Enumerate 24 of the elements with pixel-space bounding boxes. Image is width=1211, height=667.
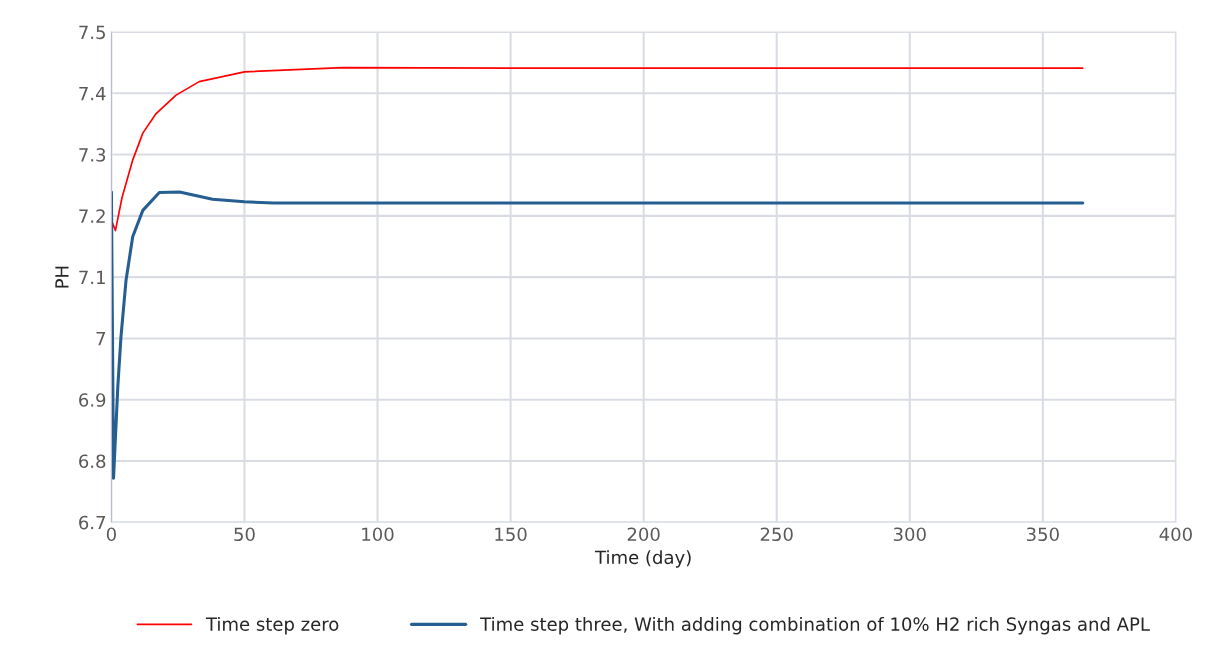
x-tick-label: 350 [1026,527,1059,542]
y-axis-title: PH [55,266,69,288]
x-tick-label: 200 [627,527,660,542]
x-tick-label: 250 [760,527,793,542]
x-tick-label: 100 [362,527,394,542]
y-tick-label: 6.7 [79,515,106,530]
y-tick-label: 7.5 [79,25,105,40]
x-tick-label: 400 [1159,527,1192,542]
y-tick-label: 7.3 [79,148,106,162]
x-tick-label: 150 [495,527,527,542]
y-tick-label: 7.4 [79,86,106,101]
x-tick-label: 0 [106,527,116,542]
x-tick-label: 300 [893,527,926,542]
y-tick-label: 6.8 [79,454,106,469]
x-axis-title: Time (day) [594,550,691,568]
y-tick-label: 7.2 [79,209,105,223]
y-tick-label: 7.1 [79,270,105,284]
line-series [111,190,1085,480]
x-tick-label: 50 [234,527,255,542]
legend-label: Time step three, With adding combination of 10% H2 rich Syngas and APL [480,616,1150,635]
line-series [111,66,1084,232]
y-tick-label: 7 [96,332,106,346]
legend-label: Time step zero [205,616,339,635]
y-tick-label: 6.9 [79,393,106,407]
